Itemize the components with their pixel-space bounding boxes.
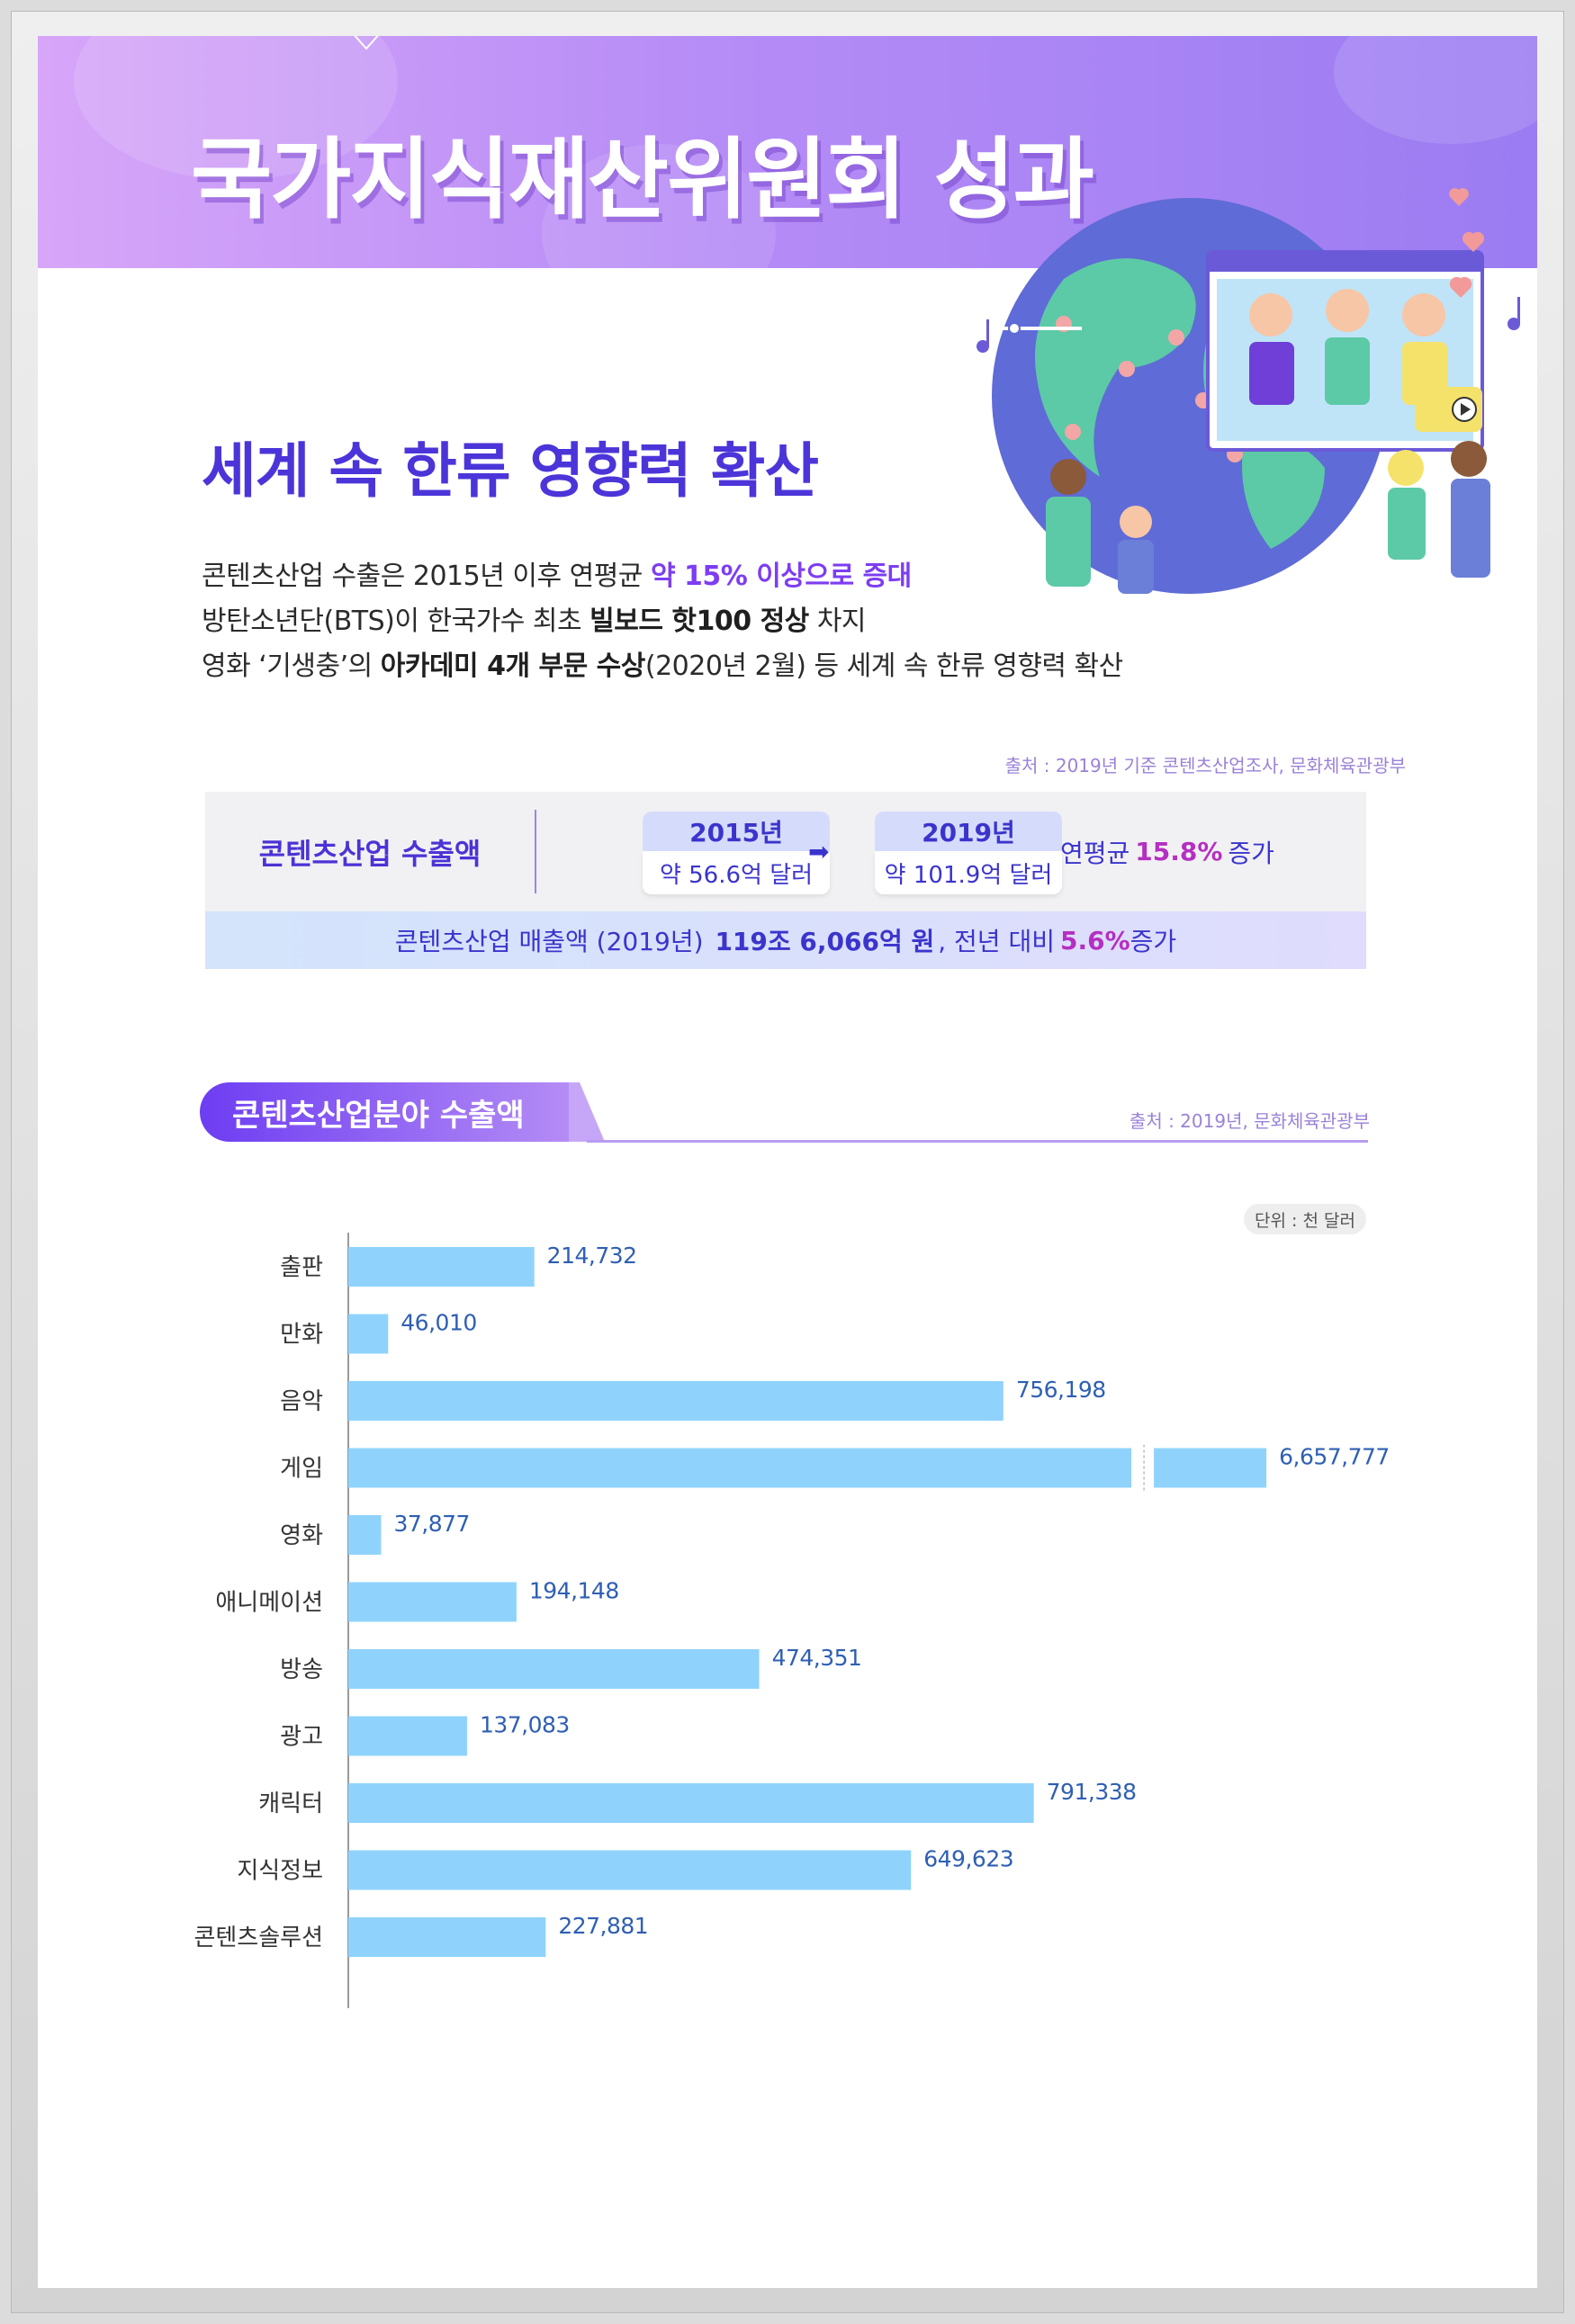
value-label: 649,623 (923, 1846, 1013, 1872)
bar (348, 1515, 382, 1555)
bar (348, 1381, 1004, 1421)
intro-line-1: 콘텐츠산업 수출은 2015년 이후 연평균 약 15% 이상으로 증대 (202, 553, 912, 593)
intro-highlight: 약 15% 이상으로 증대 (650, 561, 912, 592)
intro-line-2: 방탄소년단(BTS)이 한국가수 최초 빌보드 핫100 정상 차지 (202, 598, 867, 638)
cagr-percent: 15.8% (1135, 837, 1223, 866)
poster-card: 국가지식재산위원회 성과 (38, 36, 1537, 2288)
tag-text: 콘텐츠산업분야 수출액 (232, 1097, 525, 1134)
page-title: 국가지식재산위원회 성과 (191, 129, 1094, 231)
bar (348, 1448, 1132, 1488)
value-label: 37,877 (393, 1511, 469, 1537)
value-label: 756,198 (1016, 1377, 1106, 1403)
sales-percent: 5.6% (1060, 925, 1130, 956)
value-label: 474,351 (772, 1645, 862, 1671)
value-label: 227,881 (558, 1913, 648, 1939)
section-title: 세계 속 한류 영향력 확산 (202, 436, 819, 506)
value-label: 791,338 (1047, 1779, 1137, 1805)
source-note: 출처 : 2019년 기준 콘텐츠산업조사, 문화체육관광부 (1004, 755, 1406, 776)
export-bar-chart: 출판 214,732 만화 46,010 음악 756,198 게임 6,657,777 영화 3… (194, 1233, 1390, 2008)
bar (348, 1247, 535, 1287)
export-label: 콘텐츠산업 수출액 (258, 836, 482, 871)
intro-text: (2020년 2월) 등 세계 속 한류 영향력 확산 (644, 651, 1123, 682)
year-label: 2019년 (875, 812, 1062, 851)
play-button-icon (1415, 387, 1482, 432)
cagr-text: 연평균 15.8% 증가 (1060, 792, 1274, 911)
year-card-2015: 2015년 약 56.6억 달러 (643, 812, 830, 894)
intro-bold: 빌보드 핫100 정상 (590, 606, 809, 637)
bar (348, 1582, 517, 1622)
tag-tail (569, 1082, 605, 1142)
bar (348, 1314, 389, 1354)
decor-dot (1008, 322, 1021, 335)
arrow-right-icon: ➡ (808, 837, 830, 866)
bar (348, 1850, 912, 1890)
heart-icon (1449, 188, 1485, 298)
source-note: 출처 : 2019년, 문화체육관광부 (1129, 1110, 1370, 1132)
intro-line-3: 영화 ‘기생충’의 아카데미 4개 부문 수상(2020년 2월) 등 세계 속… (202, 643, 1123, 683)
tag-background (200, 1082, 578, 1142)
category-label: 지식정보 (237, 1858, 323, 1885)
header-band (38, 36, 1537, 268)
value-label: 214,732 (547, 1243, 637, 1269)
triangle-icon (354, 36, 379, 50)
bar (348, 1917, 546, 1957)
intro-bold: 아카데미 4개 부문 수상 (380, 651, 646, 682)
value-label: 194,148 (529, 1578, 619, 1604)
intro-text: 콘텐츠산업 수출은 2015년 이후 연평균 (202, 561, 651, 592)
category-label: 캐릭터 (258, 1790, 323, 1817)
cagr-pre: 연평균 (1060, 838, 1130, 868)
export-summary-box: 콘텐츠산업 수출액 2015년 약 56.6억 달러 ➡ 2019년 약 101… (205, 792, 1366, 911)
music-note-icon (976, 297, 1520, 353)
divider (535, 810, 536, 893)
category-label: 콘텐츠솔루션 (194, 1925, 323, 1952)
category-label: 음악 (280, 1388, 323, 1415)
category-label: 게임 (280, 1456, 323, 1483)
tag-underline (587, 1140, 1368, 1143)
bar (1154, 1448, 1267, 1488)
year-label: 2015년 (643, 812, 830, 851)
value-label: 137,083 (480, 1712, 570, 1738)
category-label: 방송 (280, 1656, 323, 1683)
sales-pre: 콘텐츠산업 매출액 (2019년) (394, 927, 704, 956)
category-label: 만화 (280, 1322, 323, 1349)
intro-text: 영화 ‘기생충’의 (202, 651, 381, 682)
bar (348, 1649, 760, 1689)
cagr-post: 증가 (1228, 838, 1274, 868)
unit-badge: 단위 : 천 달러 (1244, 1204, 1366, 1234)
category-label: 출판 (280, 1254, 323, 1281)
sales-amount: 119조 6,066억 원 (715, 927, 935, 956)
year-value: 약 56.6억 달러 (643, 851, 830, 894)
fan-figures-icon (1046, 441, 1490, 594)
intro-text: 차지 (808, 606, 867, 637)
sales-band: 콘텐츠산업 매출액 (2019년) 119조 6,066억 원 , 전년 대비 … (205, 911, 1366, 969)
category-label: 광고 (280, 1724, 323, 1751)
year-card-2019: 2019년 약 101.9억 달러 (875, 812, 1062, 894)
idol-figures-icon (1249, 289, 1447, 405)
value-label: 46,010 (400, 1310, 476, 1336)
intro-text: 방탄소년단(BTS)이 한국가수 최초 (202, 606, 590, 637)
bar (348, 1783, 1034, 1823)
bar (348, 1716, 467, 1756)
hallyu-illustration (947, 188, 1520, 594)
year-value: 약 101.9억 달러 (875, 851, 1062, 894)
category-label: 영화 (280, 1522, 323, 1549)
value-label: 6,657,777 (1279, 1444, 1390, 1470)
category-label: 애니메이션 (215, 1590, 323, 1617)
section-tag: 콘텐츠산업분야 수출액 (200, 1082, 605, 1142)
sales-post: 증가 (1130, 927, 1177, 956)
sales-mid: , 전년 대비 (938, 927, 1055, 956)
